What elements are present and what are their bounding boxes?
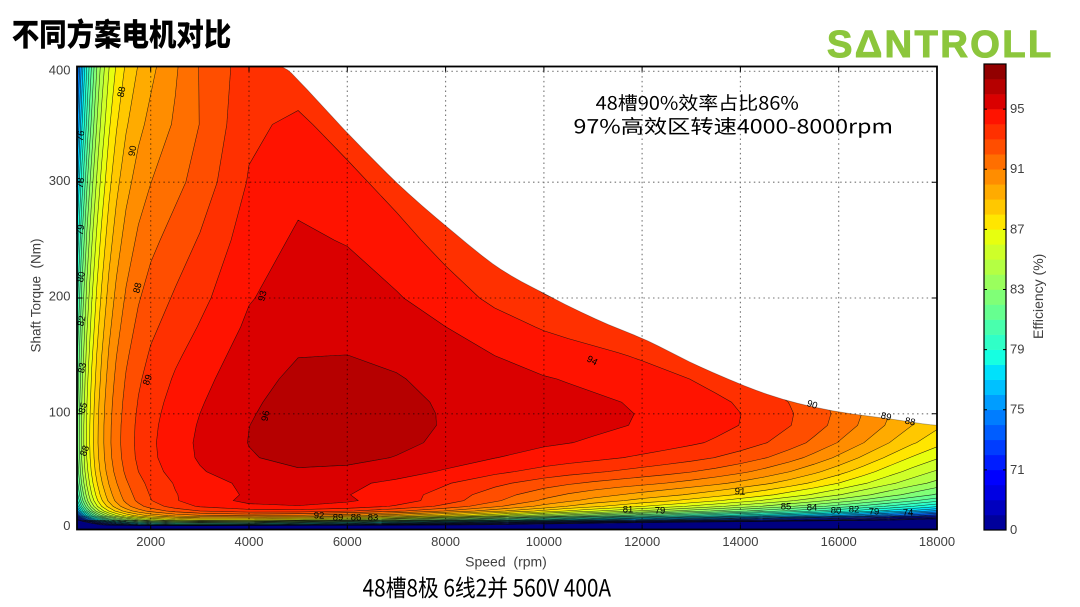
svg-text:76: 76	[75, 130, 88, 142]
svg-text:79: 79	[869, 507, 880, 518]
svg-text:79: 79	[655, 506, 666, 517]
svg-text:83: 83	[76, 362, 89, 375]
svg-text:90: 90	[805, 398, 818, 412]
svg-text:80: 80	[831, 506, 842, 517]
svg-text:88: 88	[131, 282, 144, 295]
svg-text:85: 85	[77, 401, 90, 414]
svg-text:84: 84	[807, 503, 818, 514]
svg-text:94: 94	[585, 354, 600, 369]
svg-text:88: 88	[904, 416, 917, 429]
svg-text:81: 81	[623, 505, 634, 516]
svg-text:78: 78	[75, 177, 88, 189]
svg-text:83: 83	[368, 513, 379, 524]
svg-text:89: 89	[880, 410, 893, 423]
svg-text:85: 85	[781, 502, 792, 513]
svg-text:93: 93	[256, 289, 269, 302]
svg-text:88: 88	[78, 444, 92, 458]
svg-text:91: 91	[734, 486, 745, 498]
svg-text:96: 96	[260, 410, 273, 422]
svg-text:88: 88	[116, 86, 129, 98]
svg-text:82: 82	[849, 505, 860, 516]
svg-text:82: 82	[76, 315, 89, 328]
svg-text:92: 92	[314, 511, 325, 522]
svg-text:79: 79	[75, 224, 88, 236]
svg-text:89: 89	[333, 513, 344, 524]
svg-text:80: 80	[75, 271, 88, 283]
svg-text:90: 90	[127, 145, 140, 157]
svg-text:74: 74	[903, 508, 914, 519]
svg-text:86: 86	[351, 513, 362, 524]
svg-text:89: 89	[141, 373, 155, 387]
